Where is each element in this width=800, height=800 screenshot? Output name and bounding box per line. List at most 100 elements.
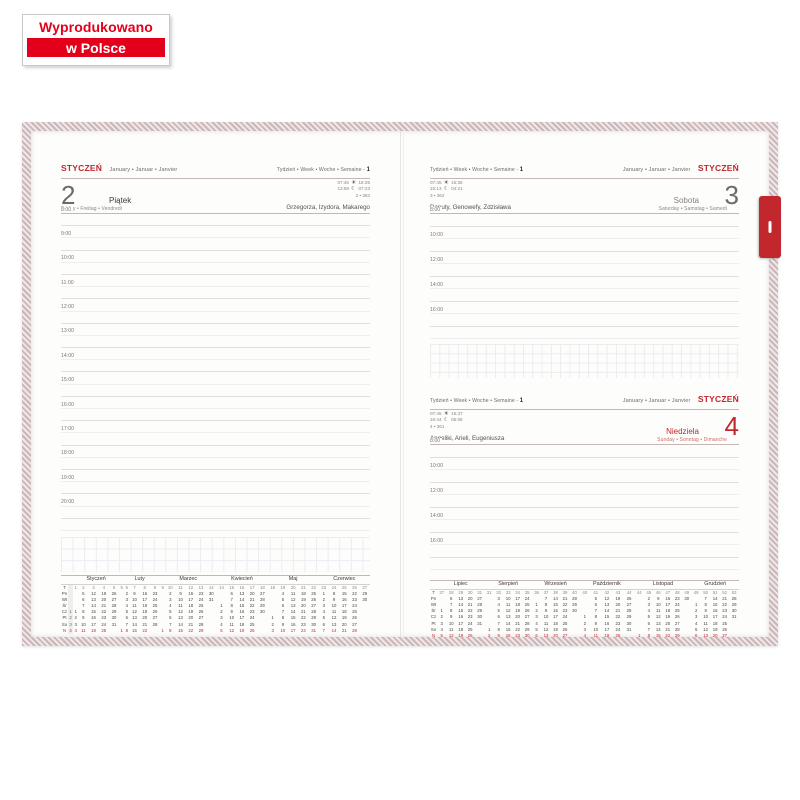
mini-day-cell[interactable]: 11 [290, 591, 296, 597]
mini-day-cell[interactable]: 29 [524, 626, 530, 632]
mini-day-cell[interactable]: 22 [665, 632, 671, 638]
mini-day-cell[interactable]: 1 [638, 632, 641, 638]
mini-day-cell[interactable]: 6 [535, 632, 538, 638]
mini-day-cell[interactable]: 24 [352, 603, 357, 609]
mini-day-cell[interactable]: 1 [535, 602, 538, 608]
mini-day-cell[interactable]: 12 [505, 608, 511, 614]
mini-day-cell[interactable]: 4 [583, 632, 586, 638]
mini-day-cell[interactable]: 1 [440, 608, 443, 614]
mini-day-cell[interactable]: 1 [271, 615, 274, 621]
half-hour-row[interactable] [430, 302, 739, 314]
mini-day-cell[interactable]: 12 [229, 627, 235, 633]
mini-day-cell[interactable]: 4 [220, 621, 223, 627]
mini-day-cell[interactable]: 18 [239, 621, 245, 627]
mini-day-cell[interactable]: 16 [341, 597, 347, 603]
mini-day-cell[interactable]: 21 [467, 602, 473, 608]
mini-day-cell[interactable]: 27 [198, 615, 204, 621]
hour-row[interactable]: 10:00 [61, 255, 370, 275]
ribbon-bookmark[interactable] [759, 196, 781, 258]
hour-row[interactable]: 16:00 [430, 306, 739, 327]
mini-day-cell[interactable]: 26 [524, 608, 530, 614]
mini-day-cell[interactable]: 10 [448, 620, 454, 626]
mini-day-cell[interactable]: 5 [169, 609, 172, 615]
left-hour-lines[interactable]: 8:00 9:00 10:00 11:00 12:00 13:00 14:00 15:00 16… [61, 206, 370, 531]
mini-day-cell[interactable]: 10 [229, 615, 235, 621]
mini-day-cell[interactable]: 28 [260, 597, 265, 603]
mini-day-cell[interactable]: 9 [497, 632, 500, 638]
mini-day-cell[interactable]: 8 [281, 615, 285, 621]
mini-day-cell[interactable]: 30 [260, 609, 265, 615]
mini-day-cell[interactable]: 3 [74, 621, 77, 627]
mini-day-cell[interactable]: 5 [220, 627, 223, 633]
mini-day-cell[interactable]: 9 [450, 614, 453, 620]
mini-day-cell[interactable] [570, 633, 579, 639]
mini-day-cell[interactable]: 27 [152, 615, 158, 621]
mini-day-cell[interactable]: 7 [281, 609, 285, 615]
mini-day-cell[interactable]: 16 [188, 591, 194, 597]
mini-day-cell[interactable]: 4 [535, 620, 538, 626]
mini-day-cell[interactable]: 2 [74, 615, 77, 621]
mini-day-cell[interactable]: 21 [665, 626, 671, 632]
mini-day-cell[interactable]: 3 [125, 597, 129, 603]
mini-day-cell[interactable]: 9 [179, 591, 182, 597]
hour-row[interactable]: 20:00 [61, 499, 370, 519]
mini-day-cell[interactable]: 13 [543, 632, 549, 638]
mini-day-cell[interactable]: 19 [665, 614, 671, 620]
mini-day-cell[interactable]: 28 [198, 621, 204, 627]
mini-day-cell[interactable]: 14 [178, 621, 183, 627]
mini-day-cell[interactable]: 8 [230, 603, 233, 609]
mini-day-cell[interactable]: 3 [647, 602, 650, 608]
mini-day-cell[interactable]: 23 [352, 597, 357, 603]
mini-day-cell[interactable]: 25 [152, 603, 158, 609]
mini-day-cell[interactable]: 13 [458, 596, 464, 602]
mini-day-cell[interactable]: 15 [553, 602, 558, 608]
half-hour-row[interactable] [61, 299, 370, 312]
mini-day-cell[interactable]: 26 [562, 626, 568, 632]
half-hour-row[interactable] [430, 558, 739, 570]
mini-day-cell[interactable]: 15 [290, 615, 296, 621]
mini-day-cell[interactable]: 22 [722, 602, 728, 608]
mini-day-cell[interactable] [150, 628, 160, 634]
mini-day-cell[interactable]: 28 [311, 609, 316, 615]
mini-day-cell[interactable]: 27 [674, 620, 680, 626]
mini-day-cell[interactable]: 9 [544, 608, 548, 614]
mini-day-cell[interactable]: 2 [220, 609, 223, 615]
mini-day-cell[interactable]: 2 [169, 591, 172, 597]
mini-day-cell[interactable]: 6 [322, 621, 326, 627]
mini-day-cell[interactable]: 27 [626, 602, 632, 608]
mini-day-cell[interactable]: 20 [300, 603, 306, 609]
mini-day-cell[interactable]: 13 [505, 614, 511, 620]
mini-day-cell[interactable]: 14 [553, 596, 558, 602]
mini-day-cell[interactable]: 8 [647, 632, 650, 638]
mini-day-cell[interactable]: 15 [655, 632, 661, 638]
mini-day-cell[interactable]: 1 [74, 609, 77, 615]
mini-day-cell[interactable]: 25 [249, 621, 255, 627]
mini-day-cell[interactable]: 1 [487, 626, 491, 632]
half-hour-row[interactable] [61, 519, 370, 531]
mini-day-cell[interactable]: 31 [626, 626, 632, 632]
mini-day-cell[interactable]: 11 [593, 632, 599, 638]
mini-day-cell[interactable]: 3 [169, 597, 172, 603]
saturday-notes-grid[interactable] [430, 344, 739, 378]
mini-day-cell[interactable]: 15 [91, 609, 96, 615]
mini-day-cell[interactable]: 26 [311, 597, 316, 603]
mini-day-cell[interactable]: 20 [249, 591, 255, 597]
mini-day-cell[interactable]: 11 [448, 626, 454, 632]
mini-day-cell[interactable]: 9 [82, 615, 85, 621]
mini-day-cell[interactable]: 15 [239, 603, 245, 609]
mini-day-cell[interactable]: 25 [101, 627, 107, 633]
hour-row[interactable]: 16:00 [430, 537, 739, 558]
mini-day-cell[interactable]: 21 [562, 596, 568, 602]
mini-day-cell[interactable]: 11 [331, 609, 337, 615]
mini-day-cell[interactable]: 24 [722, 614, 728, 620]
mini-day-cell[interactable]: 4 [125, 603, 129, 609]
mini-day-cell[interactable]: 6 [230, 591, 233, 597]
mini-day-cell[interactable]: 13 [290, 603, 296, 609]
mini-day-cell[interactable]: 9 [594, 620, 597, 626]
mini-day-cell[interactable]: 4 [281, 591, 285, 597]
mini-day-cell[interactable]: 24 [467, 620, 473, 626]
mini-day-cell[interactable]: 10 [178, 597, 183, 603]
mini-day-cell[interactable]: 6 [281, 603, 285, 609]
hour-row[interactable]: 14:00 [61, 352, 370, 373]
mini-day-cell[interactable]: 27 [524, 614, 530, 620]
